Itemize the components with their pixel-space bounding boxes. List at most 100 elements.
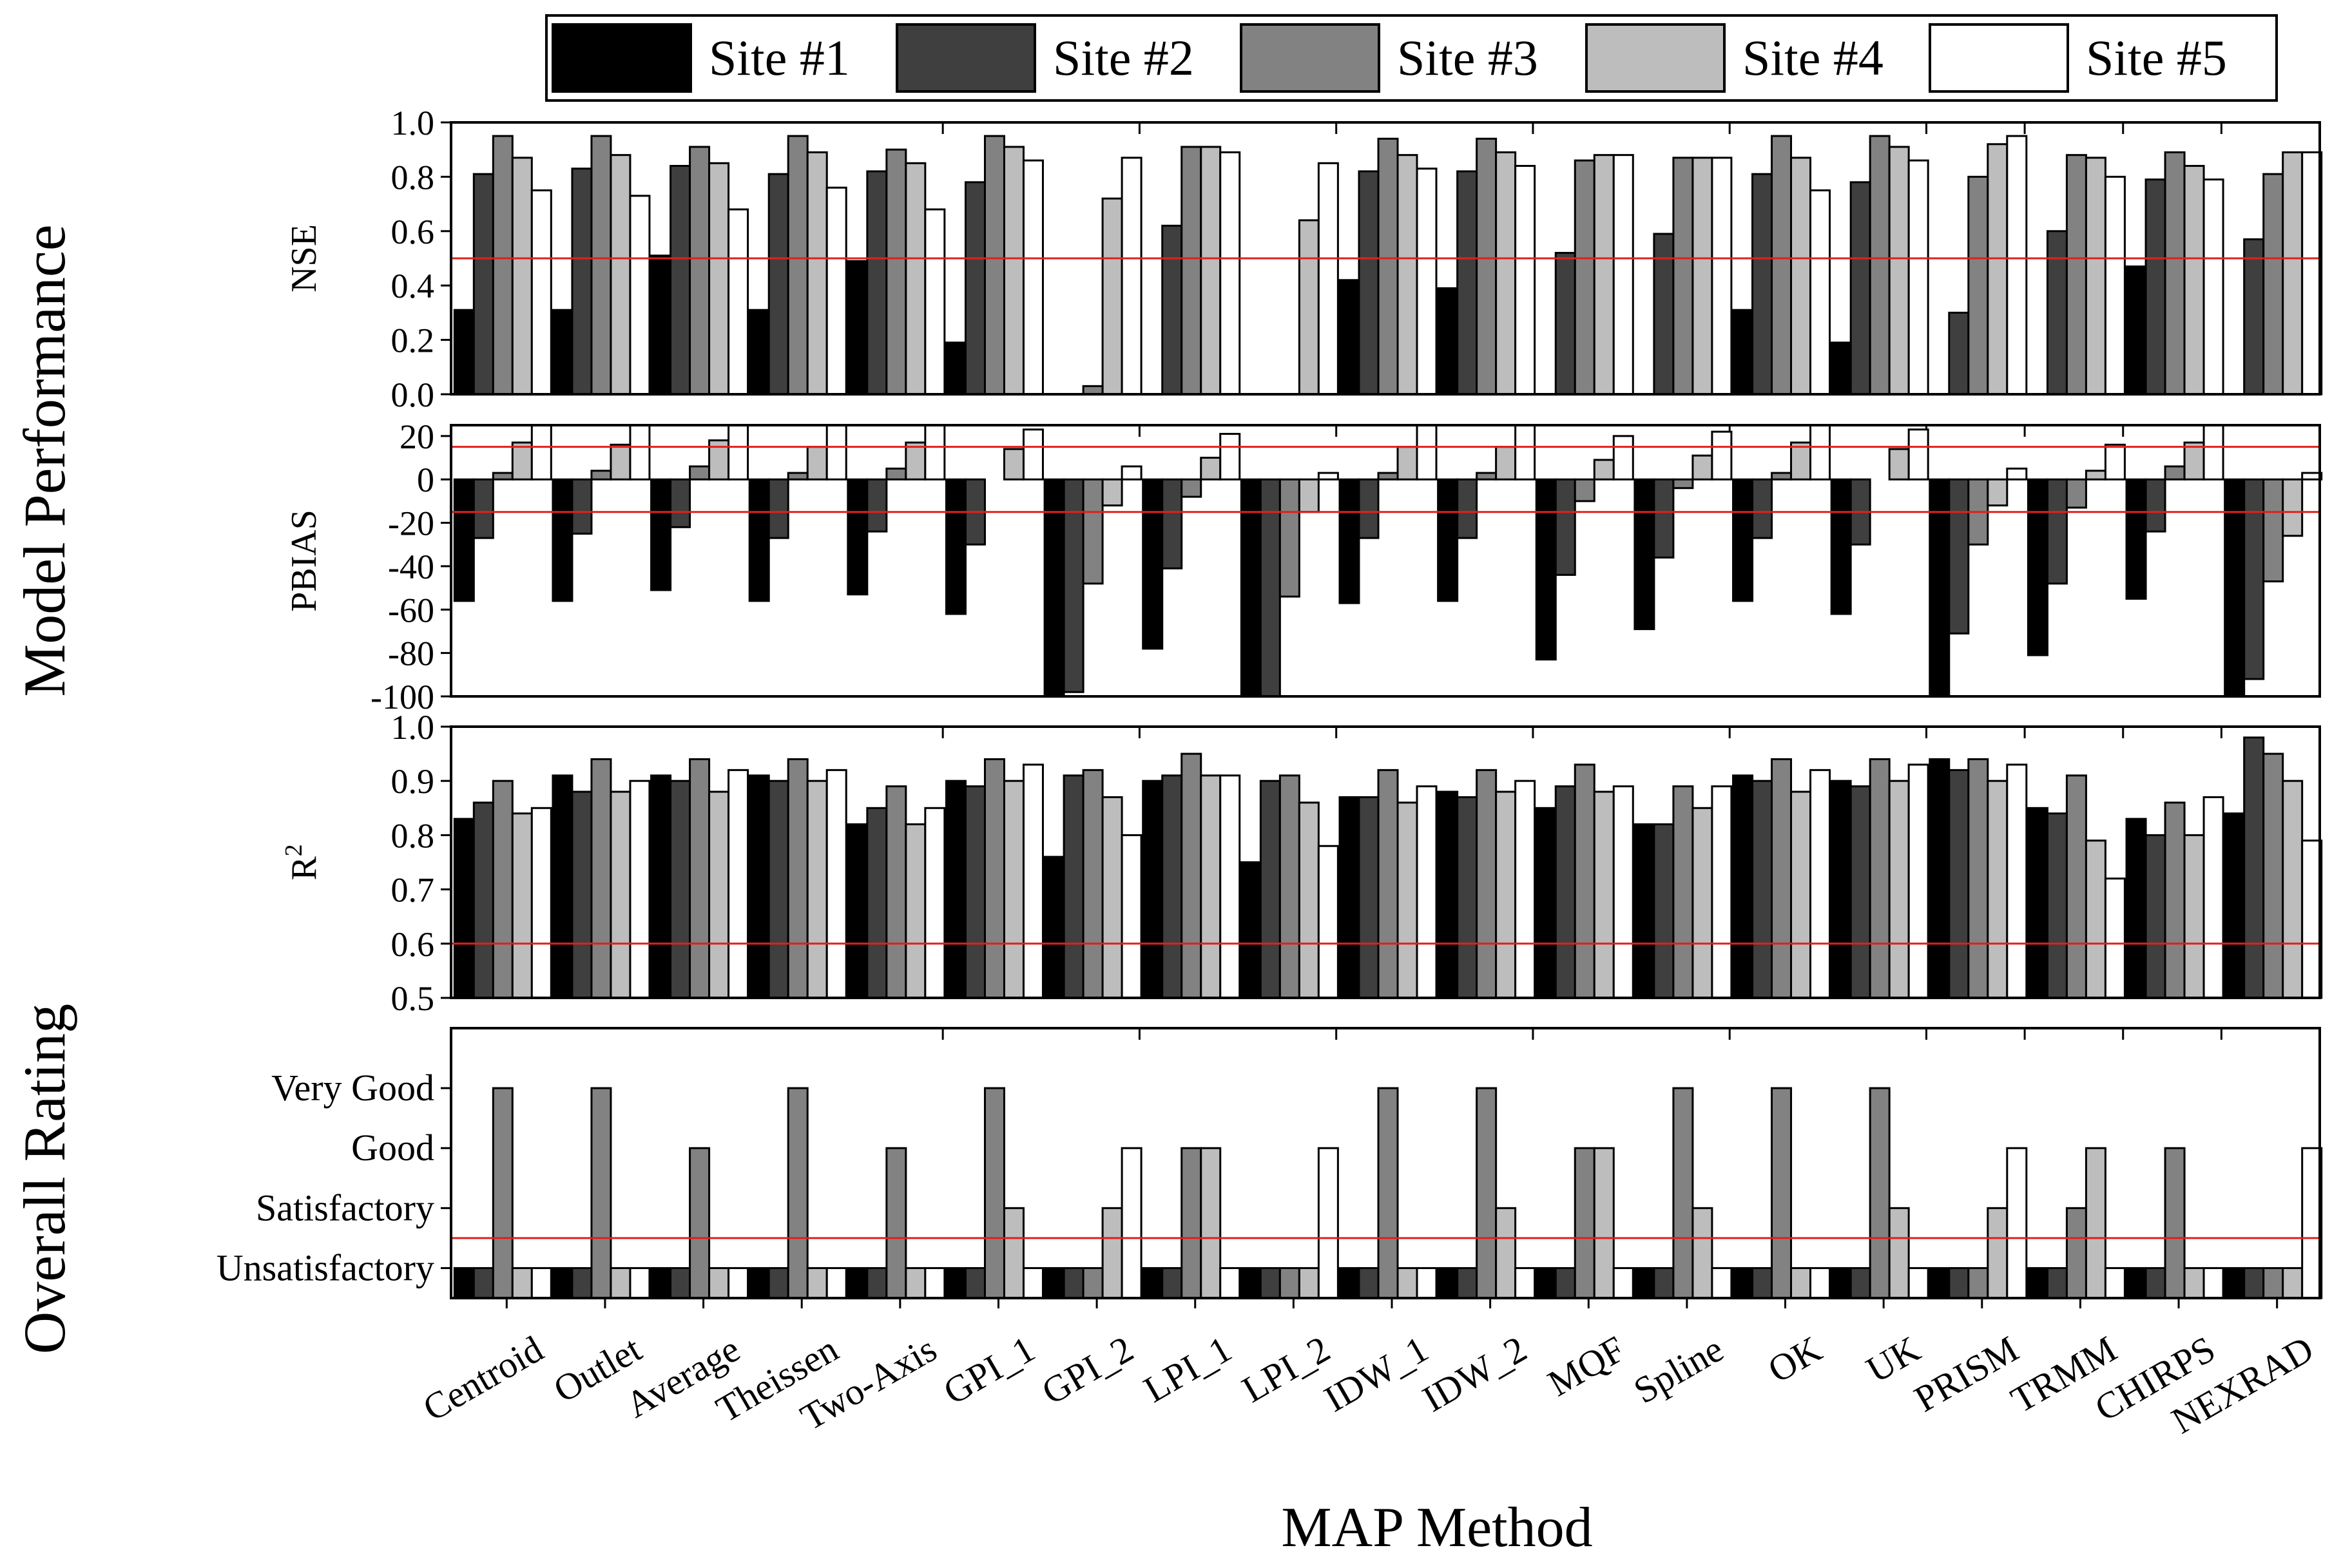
bar-nse-Theissen-1	[748, 309, 770, 396]
bar-r2-Average-3	[689, 758, 711, 999]
bar-nse-Theissen-4	[806, 151, 828, 396]
bar-r2-Theissen-3	[787, 758, 809, 999]
bar-r2-UK-5	[1907, 763, 1929, 999]
bar-r2-TRMM-3	[2065, 774, 2087, 999]
bar-pbias-IDW_1-1	[1338, 478, 1360, 604]
bar-rating-CHIRPS-5	[2202, 1267, 2224, 1299]
bar-r2-OK-5	[1809, 769, 1831, 999]
bar-r2-OK-3	[1771, 758, 1793, 999]
bar-pbias-LPI_2-5	[1317, 472, 1339, 481]
bar-r2-Outlet-5	[629, 779, 651, 999]
legend-label-site-3: Site #3	[1397, 30, 1538, 86]
bar-nse-TRMM-4	[2085, 157, 2106, 396]
legend-label-site-5: Site #5	[2086, 30, 2227, 86]
bar-pbias-TRMM-3	[2065, 478, 2087, 509]
bar-rating-Centroid-1	[453, 1267, 475, 1299]
bar-pbias-Spline-4	[1691, 454, 1713, 481]
bar-nse-Theissen-2	[767, 173, 789, 396]
bar-r2-UK-4	[1888, 779, 1910, 999]
bar-nse-Centroid-2	[472, 173, 494, 396]
bar-r2-GPI_1-4	[1003, 779, 1025, 999]
bar-nse-LPI_1-3	[1180, 146, 1202, 396]
x-tick-label: GPI_1	[936, 1328, 1042, 1413]
x-tick-label: Spline	[1626, 1328, 1730, 1411]
bar-r2-TRMM-2	[2046, 812, 2068, 999]
bar-pbias-CHIRPS-3	[2164, 465, 2186, 481]
bar-nse-IDW_2-3	[1476, 137, 1498, 396]
bar-rating-Average-4	[708, 1267, 730, 1299]
bar-r2-LPI_2-4	[1298, 801, 1320, 999]
y-tick-label-rating: Satisfactory	[256, 1187, 434, 1229]
bar-pbias-LPI_1-5	[1219, 432, 1241, 481]
bar-r2-GPI_2-5	[1121, 834, 1142, 999]
bar-rating-Outlet-4	[610, 1267, 631, 1299]
bar-pbias-UK-4	[1888, 448, 1910, 481]
bar-pbias-TRMM-4	[2085, 470, 2106, 481]
bar-nse-Outlet-5	[629, 195, 651, 396]
x-tick-label: GPI_2	[1035, 1328, 1141, 1413]
bar-rating-LPI_1-5	[1219, 1267, 1241, 1299]
bar-r2-PRISM-1	[1929, 758, 1951, 999]
bar-rating-OK-2	[1751, 1267, 1773, 1299]
bar-pbias-Two-Axis-1	[847, 478, 869, 596]
bar-rating-OK-5	[1809, 1267, 1831, 1299]
group-labels: Model Performance Overall Rating	[12, 224, 77, 1354]
bar-rating-Centroid-5	[530, 1267, 552, 1299]
bar-r2-Average-5	[728, 769, 749, 999]
bar-r2-IDW_2-2	[1456, 796, 1478, 999]
bar-r2-Centroid-5	[530, 807, 552, 999]
panel-nse: 0.0 0.2 0.4 0.6 0.8 1.0 NSE	[284, 104, 2323, 414]
bar-r2-LPI_2-1	[1240, 861, 1262, 999]
bar-r2-PRISM-2	[1948, 769, 1970, 999]
legend-swatch-site-4	[1585, 23, 1726, 93]
bar-nse-GPI_2-4	[1101, 197, 1123, 396]
bar-pbias-GPI_2-3	[1082, 478, 1104, 585]
bar-rating-Theissen-2	[767, 1267, 789, 1299]
bar-pbias-IDW_2-2	[1456, 478, 1478, 539]
bar-rating-Outlet-5	[629, 1267, 651, 1299]
bar-rating-PRISM-3	[1967, 1267, 1989, 1299]
bar-pbias-IDW_1-2	[1358, 478, 1380, 539]
bar-pbias-LPI_2-3	[1278, 478, 1300, 598]
bar-r2-CHIRPS-3	[2164, 801, 2186, 999]
y-tick-label-pbias: 0	[417, 461, 434, 499]
bar-r2-GPI_2-2	[1063, 774, 1084, 999]
bar-pbias-Theissen-5	[825, 424, 847, 481]
bar-rating-Two-Axis-2	[866, 1267, 888, 1299]
bar-pbias-PRISM-5	[2006, 467, 2028, 481]
bar-rating-TRMM-5	[2104, 1267, 2126, 1299]
y-axis-title-nse: NSE	[284, 224, 324, 292]
bar-pbias-NEXRAD-2	[2243, 478, 2265, 680]
bar-pbias-IDW_1-5	[1416, 424, 1438, 481]
chart-panels: 0.0 0.2 0.4 0.6 0.8 1.0 NSE -100 -80 -60 -40 -20 0 20…	[217, 104, 2323, 1299]
bar-r2-CHIRPS-4	[2183, 834, 2205, 999]
bar-rating-Average-5	[728, 1267, 749, 1299]
bar-r2-IDW_1-5	[1416, 785, 1438, 999]
bar-r2-PRISM-5	[2006, 763, 2028, 999]
bar-nse-LPI_2-5	[1317, 162, 1339, 396]
bar-r2-Spline-4	[1691, 807, 1713, 999]
y-axis-title-pbias: PBIAS	[284, 510, 324, 612]
bar-r2-GPI_1-5	[1022, 763, 1044, 999]
bar-pbias-TRMM-2	[2046, 478, 2068, 585]
x-axis-title: MAP Method	[1281, 1496, 1592, 1559]
bar-pbias-LPI_1-3	[1180, 478, 1202, 498]
bar-pbias-OK-5	[1809, 424, 1831, 481]
bar-pbias-NEXRAD-3	[2262, 478, 2284, 582]
y-axis-title-r2: R2	[280, 844, 324, 880]
bar-nse-Average-3	[689, 146, 711, 396]
bar-rating-Average-3	[689, 1147, 711, 1299]
bar-pbias-MQF-2	[1554, 478, 1576, 576]
bar-pbias-Centroid-5	[530, 424, 552, 481]
y-tick-label-nse: 0.8	[391, 158, 435, 196]
bar-r2-Spline-1	[1633, 823, 1655, 999]
bar-nse-PRISM-5	[2006, 135, 2028, 396]
bar-nse-Spline-4	[1691, 157, 1713, 396]
bar-pbias-LPI_1-4	[1200, 457, 1222, 481]
bar-nse-GPI_2-5	[1121, 157, 1142, 396]
bar-rating-TRMM-4	[2085, 1147, 2106, 1299]
bar-rating-LPI_2-1	[1240, 1267, 1262, 1299]
bar-rating-MQF-4	[1593, 1147, 1615, 1299]
y-tick-label-nse: 0.0	[391, 376, 435, 414]
bar-r2-Outlet-2	[571, 790, 593, 999]
